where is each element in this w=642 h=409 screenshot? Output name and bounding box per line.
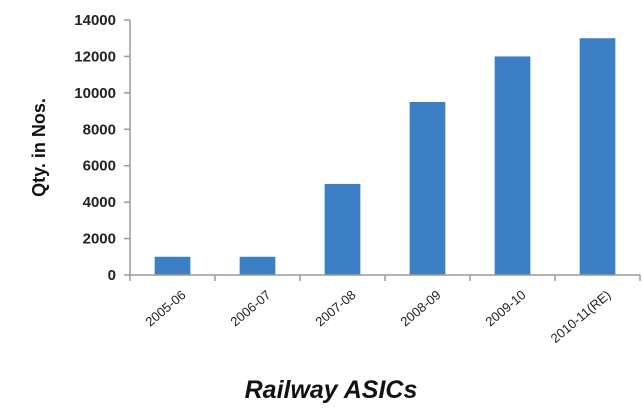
y-tick-label: 0	[108, 267, 116, 284]
bar-2007-08	[324, 183, 361, 275]
x-category-label: 2008-09	[397, 287, 443, 329]
bar-2009-10	[494, 56, 531, 275]
bar-2006-07	[239, 256, 276, 275]
y-tick-label: 2000	[83, 231, 116, 248]
bar-2005-06	[154, 256, 191, 275]
x-category-label: 2009-10	[482, 287, 528, 329]
chart-title: Railway ASICs	[245, 376, 418, 404]
x-category-label: 2005-06	[142, 287, 188, 329]
y-tick-label: 14000	[74, 12, 116, 29]
y-axis-ticks: 0 2000 4000 6000 8000 10000 12000 14000	[74, 12, 130, 284]
y-tick-label: 10000	[74, 85, 116, 102]
x-category-label: 2007-08	[312, 287, 358, 329]
x-category-label: 2010-11(RE)	[548, 287, 614, 346]
x-axis-category-labels: 2005-06 2006-07 2007-08 2008-09 2009-10 2010-…	[129, 275, 641, 346]
y-tick-label: 6000	[83, 158, 116, 175]
x-category-label: 2006-07	[227, 287, 273, 329]
bars-group	[154, 38, 616, 275]
y-tick-label: 4000	[83, 194, 116, 211]
bar-2010-11(RE)	[579, 38, 616, 275]
y-tick-label: 8000	[83, 121, 116, 138]
y-axis-title: Qty. in Nos.	[29, 98, 49, 197]
y-tick-label: 12000	[74, 48, 116, 65]
bar-2008-09	[409, 101, 446, 275]
